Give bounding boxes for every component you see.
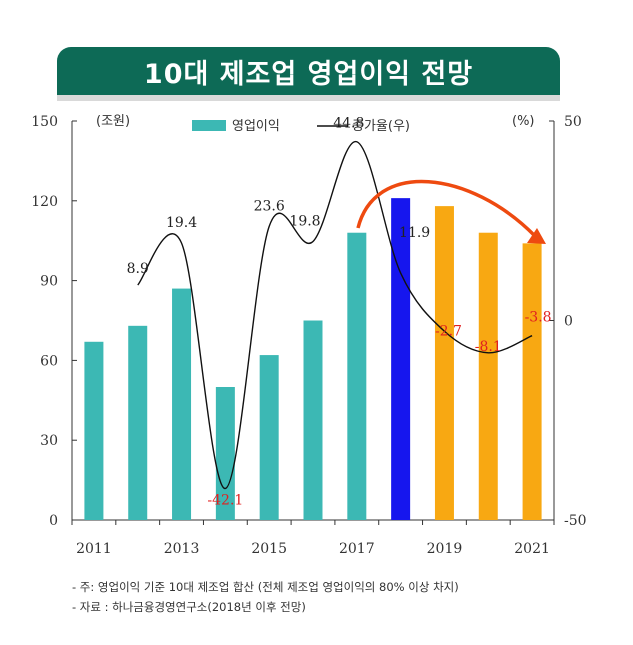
right-axis-unit: (%): [512, 114, 535, 129]
bar-2011: [84, 341, 104, 520]
bar-2019: [434, 206, 454, 520]
legend-swatch-bar: [192, 120, 226, 131]
bar-2015: [259, 355, 279, 520]
footnote-source: - 자료 : 하나금융경영연구소(2018년 이후 전망): [72, 600, 306, 614]
growth-rate-line: [137, 141, 533, 490]
data-label: 11.9: [399, 225, 430, 241]
bar-2021: [522, 243, 542, 521]
x-tick-label: 2019: [427, 541, 463, 557]
x-tick-label: 2021: [514, 541, 550, 557]
data-label: -2.7: [435, 323, 462, 339]
data-label: -3.8: [525, 310, 552, 326]
left-tick-label: 90: [40, 274, 58, 290]
data-label: 23.6: [254, 198, 285, 214]
bar-2017: [347, 232, 367, 520]
bar-2020: [478, 232, 498, 520]
left-axis-unit: (조원): [96, 114, 130, 129]
x-tick-label: 2015: [251, 541, 287, 557]
bar-2018: [391, 198, 411, 520]
trend-arrow-curve: [356, 179, 537, 238]
trend-arrow-head: [527, 228, 546, 244]
left-tick-label: 120: [31, 194, 58, 210]
bar-2013: [172, 288, 192, 520]
legend-label-line: 증가율(우): [352, 119, 410, 134]
bar-2012: [128, 325, 148, 520]
left-tick-label: 0: [49, 513, 58, 529]
footnotes: - 주: 영업이익 기준 10대 제조업 합산 (전체 제조업 영업이익의 80…: [72, 577, 459, 617]
footnote-note: - 주: 영업이익 기준 10대 제조업 합산 (전체 제조업 영업이익의 80…: [72, 580, 459, 594]
chart-title: 10대 제조업 영업이익 전망: [143, 58, 474, 90]
data-label: 8.9: [127, 261, 149, 277]
data-label: -42.1: [207, 492, 243, 508]
right-tick-label: 0: [564, 314, 573, 330]
bar-2016: [303, 320, 323, 520]
x-tick-label: 2013: [164, 541, 200, 557]
left-tick-label: 150: [31, 114, 58, 130]
title-banner: 10대 제조업 영업이익 전망: [57, 47, 560, 95]
x-tick-label: 2011: [76, 541, 112, 557]
right-tick-label: 50: [564, 114, 582, 130]
legend-label-bar: 영업이익: [232, 119, 280, 134]
left-tick-label: 30: [40, 433, 58, 449]
right-tick-label: -50: [564, 513, 587, 529]
data-label: 19.4: [166, 215, 197, 231]
bar-2014: [215, 387, 235, 520]
x-tick-label: 2017: [339, 541, 375, 557]
data-label: -8.1: [475, 339, 502, 355]
left-tick-label: 60: [40, 353, 58, 369]
data-label: 44.8: [333, 116, 364, 132]
data-label: 19.8: [289, 213, 320, 229]
